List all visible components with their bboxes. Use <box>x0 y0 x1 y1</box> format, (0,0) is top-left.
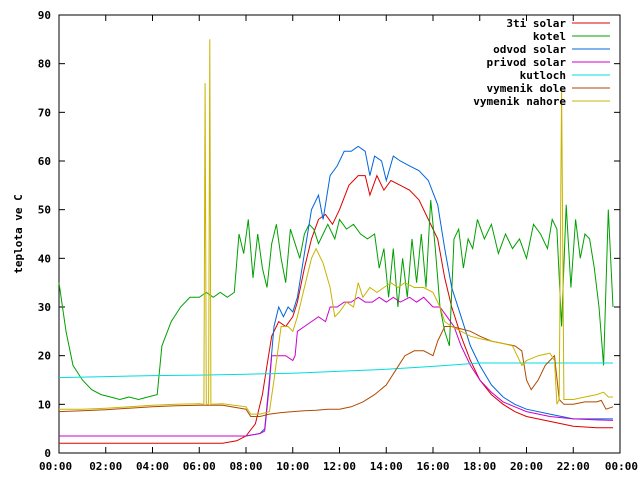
legend-label: odvod solar <box>493 43 566 56</box>
y-tick-label: 10 <box>38 398 51 411</box>
x-tick-label: 08:00 <box>229 460 262 473</box>
series-line-5 <box>58 362 613 379</box>
x-tick-label: 02:00 <box>89 460 122 473</box>
series-lines <box>58 39 614 444</box>
legend-label: kutloch <box>520 69 566 82</box>
y-axis-label: teplota ve C <box>12 194 25 273</box>
y-tick-label: 20 <box>38 350 51 363</box>
series-line-2 <box>58 199 614 401</box>
legend-label: privod solar <box>487 56 567 69</box>
y-tick-label: 30 <box>38 301 51 314</box>
series-line-4 <box>59 296 614 437</box>
x-tick-label: 18:00 <box>463 460 496 473</box>
y-tick-label: 50 <box>38 204 51 217</box>
y-tick-label: 0 <box>44 447 51 460</box>
x-tick-label: 06:00 <box>183 460 216 473</box>
series-line-3 <box>59 145 613 437</box>
axis-ticks: 0 10 20 30 40 50 60 70 80 90 00:00 02:00 04:00 06:00 0… <box>38 9 638 473</box>
y-tick-label: 40 <box>38 252 51 265</box>
series-line-1 <box>59 174 613 444</box>
series-line-7 <box>59 39 613 415</box>
y-tick-label: 60 <box>38 155 51 168</box>
x-tick-label: 20:00 <box>510 460 543 473</box>
x-tick-label: 10:00 <box>276 460 309 473</box>
x-tick-label: 00:00 <box>605 460 638 473</box>
legend-label: vymenik nahore <box>473 95 566 108</box>
legend-label: 3ti solar <box>506 17 566 30</box>
y-tick-label: 70 <box>38 106 51 119</box>
x-tick-label: 16:00 <box>416 460 449 473</box>
legend-label: kotel <box>533 30 566 43</box>
x-tick-label: 04:00 <box>136 460 169 473</box>
y-tick-label: 90 <box>38 9 51 22</box>
x-tick-label: 00:00 <box>39 460 72 473</box>
x-tick-label: 22:00 <box>557 460 590 473</box>
legend-label: vymenik dole <box>487 82 567 95</box>
x-tick-label: 14:00 <box>370 460 403 473</box>
y-tick-label: 80 <box>38 58 51 71</box>
x-tick-label: 12:00 <box>323 460 356 473</box>
